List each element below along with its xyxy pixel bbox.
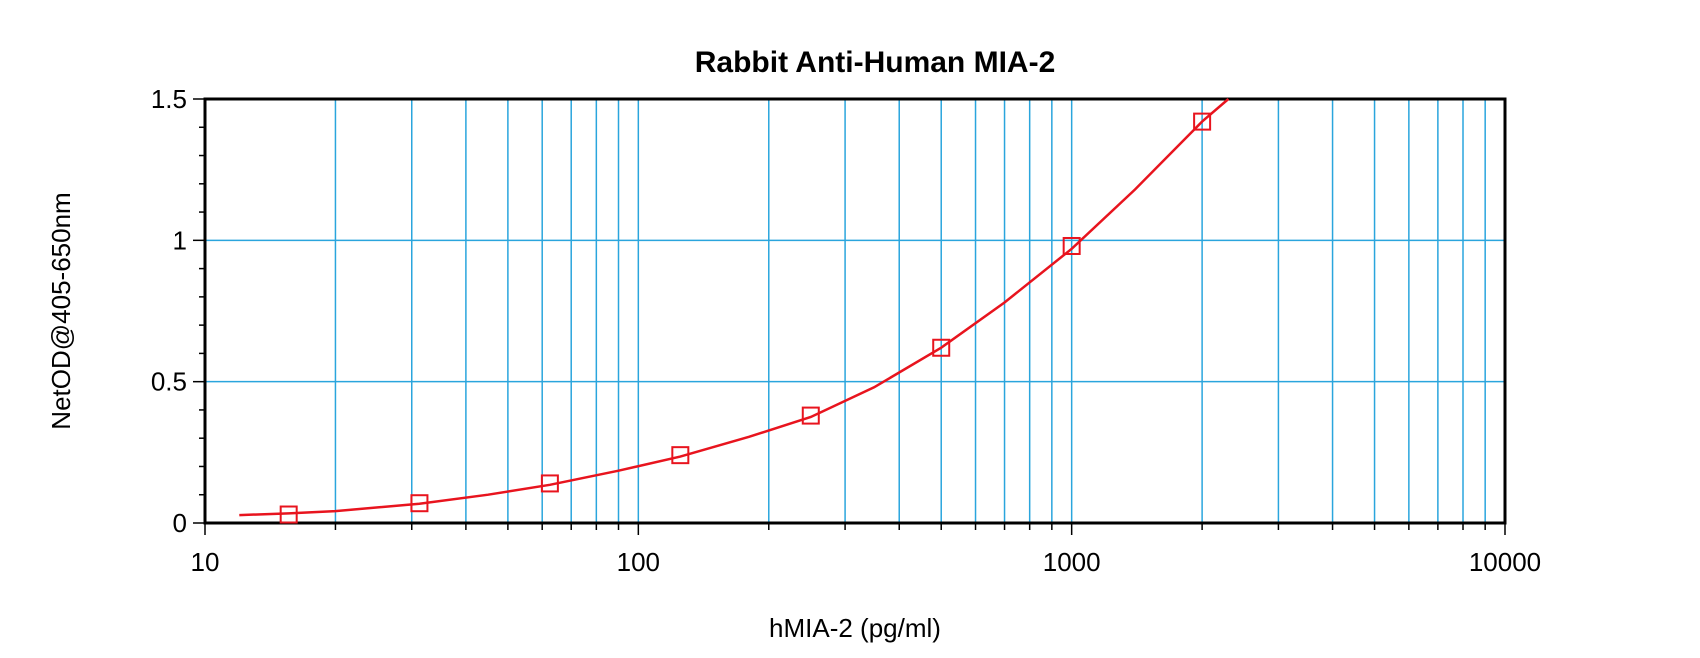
data-point <box>671 446 690 465</box>
data-point <box>1062 236 1081 255</box>
y-tick-label: 1.5 <box>151 84 187 114</box>
y-tick-labels: 0 0.5 1 1.5 <box>151 84 187 538</box>
x-axis-label: hMIA-2 (pg/ml) <box>769 613 941 643</box>
data-point <box>410 494 429 513</box>
y-tick-label: 1 <box>173 225 187 255</box>
data-points <box>279 112 1212 524</box>
data-point <box>540 474 559 493</box>
minor-ticks <box>193 98 1506 535</box>
data-point <box>279 505 298 524</box>
x-tick-label: 10 <box>191 547 220 577</box>
y-tick-label: 0 <box>173 508 187 538</box>
grid <box>205 99 1505 523</box>
y-tick-label: 0.5 <box>151 367 187 397</box>
x-tick-labels: 10 100 1000 10000 <box>191 547 1542 577</box>
fit-curve <box>239 98 1230 517</box>
chart-title: Rabbit Anti-Human MIA-2 <box>695 46 1056 79</box>
x-tick-label: 10000 <box>1469 547 1541 577</box>
data-point <box>932 338 951 357</box>
x-tick-label: 1000 <box>1043 547 1101 577</box>
data-point <box>801 406 820 425</box>
y-axis-label: NetOD@405-650nm <box>46 192 76 429</box>
x-tick-label: 100 <box>617 547 660 577</box>
plot-frame <box>203 97 1507 525</box>
data-point <box>1193 112 1212 131</box>
